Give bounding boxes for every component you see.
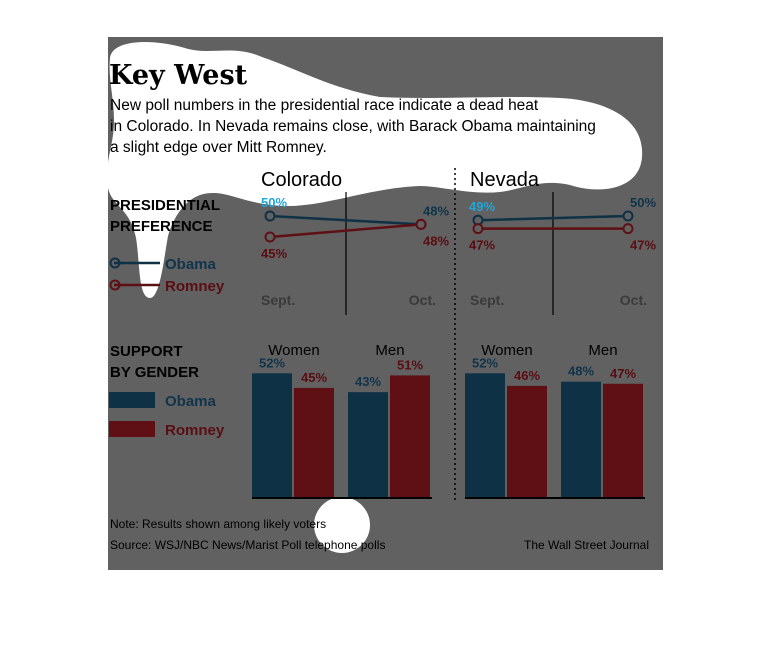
nevada-romney-value-label-0: 47%: [469, 238, 495, 253]
page-title: Key West: [109, 60, 248, 91]
colorado-women-romney-bar: [294, 387, 334, 498]
nevada-x-label-sept: Sept.: [470, 292, 504, 308]
subtitle-line-2: in Colorado. In Nevada remains close, wi…: [110, 118, 596, 135]
preference-heading-line-2: PREFERENCE: [110, 218, 213, 235]
highlight-blob: [107, 42, 643, 299]
colorado-women-romney-value-label: 45%: [301, 370, 327, 385]
colorado-romney-point-1: [415, 218, 427, 230]
colorado-x-label-oct: Oct.: [409, 292, 436, 308]
state-label-colorado: Colorado: [261, 169, 342, 191]
footer-credit: The Wall Street Journal: [524, 538, 649, 552]
colorado-romney-point-0: [264, 231, 276, 243]
obama-bar-legend-label: Obama: [165, 393, 217, 410]
nevada-men-romney-value-label: 47%: [610, 366, 636, 381]
colorado-obama-value-label-1: 48%: [423, 203, 449, 218]
nevada-obama-point-1: [622, 210, 634, 222]
preference-heading-line-1: PRESIDENTIAL: [110, 197, 220, 214]
colorado-men-romney-bar: [390, 375, 430, 498]
colorado-obama-value-label-0: 50%: [261, 195, 287, 210]
nevada-men-obama-bar: [561, 381, 601, 498]
nevada-romney-point-1: [622, 223, 634, 235]
romney-bar-swatch: [109, 421, 155, 437]
obama-bar-swatch: [109, 392, 155, 408]
nevada-obama-trend-line: [477, 214, 629, 222]
colorado-men-obama-value-label: 43%: [355, 374, 381, 389]
nevada-romney-point-0: [472, 223, 484, 235]
nevada-women-romney-value-label: 46%: [514, 368, 540, 383]
gender-heading-line-1: SUPPORT: [110, 343, 183, 360]
nevada-category-men: Men: [588, 342, 617, 359]
romney-bar-legend-label: Romney: [165, 422, 225, 439]
line-charts: 50% 48% 45% 48% 49% 50% 47% 47%: [261, 195, 656, 261]
colorado-obama-point-0: [264, 210, 276, 222]
subtitle-line-1: New poll numbers in the presidential rac…: [110, 97, 539, 114]
nevada-men-romney-bar: [603, 383, 643, 498]
state-label-nevada: Nevada: [470, 169, 540, 191]
colorado-x-label-sept: Sept.: [261, 292, 295, 308]
gender-heading-line-2: BY GENDER: [110, 364, 199, 381]
colorado-women-obama-value-label: 52%: [259, 355, 285, 370]
colorado-romney-value-label-0: 45%: [261, 246, 287, 261]
nevada-women-obama-bar: [465, 373, 505, 498]
subtitle-line-3: a slight edge over Mitt Romney.: [110, 139, 327, 156]
nevada-romney-value-label-1: 47%: [630, 238, 656, 253]
colorado-category-men: Men: [375, 342, 404, 359]
colorado-obama-trend-line: [269, 214, 422, 226]
romney-legend-label: Romney: [165, 278, 225, 295]
nevada-obama-value-label-0: 49%: [469, 199, 495, 214]
nevada-x-label-oct: Oct.: [620, 292, 647, 308]
nevada-obama-value-label-1: 50%: [630, 195, 656, 210]
colorado-men-romney-value-label: 51%: [397, 357, 423, 372]
footer-note: Note: Results shown among likely voters: [110, 517, 326, 531]
obama-legend-label: Obama: [165, 256, 217, 273]
obama-legend-marker: [109, 257, 121, 269]
nevada-women-romney-bar: [507, 385, 547, 498]
colorado-category-women: Women: [268, 342, 319, 359]
highlight-dot: [314, 497, 370, 553]
colorado-men-obama-bar: [348, 392, 388, 498]
colorado-romney-value-label-1: 48%: [423, 233, 449, 248]
bar-charts: 52% 45% 43% 51% 52% 46% 48% 47%: [252, 355, 643, 498]
romney-legend-marker: [109, 279, 121, 291]
nevada-men-obama-value-label: 48%: [568, 364, 594, 379]
colorado-women-obama-bar: [252, 373, 292, 498]
footer-source: Source: WSJ/NBC News/Marist Poll telepho…: [110, 538, 385, 552]
nevada-category-women: Women: [481, 342, 532, 359]
nevada-women-obama-value-label: 52%: [472, 355, 498, 370]
colorado-romney-trend-line: [269, 223, 422, 239]
